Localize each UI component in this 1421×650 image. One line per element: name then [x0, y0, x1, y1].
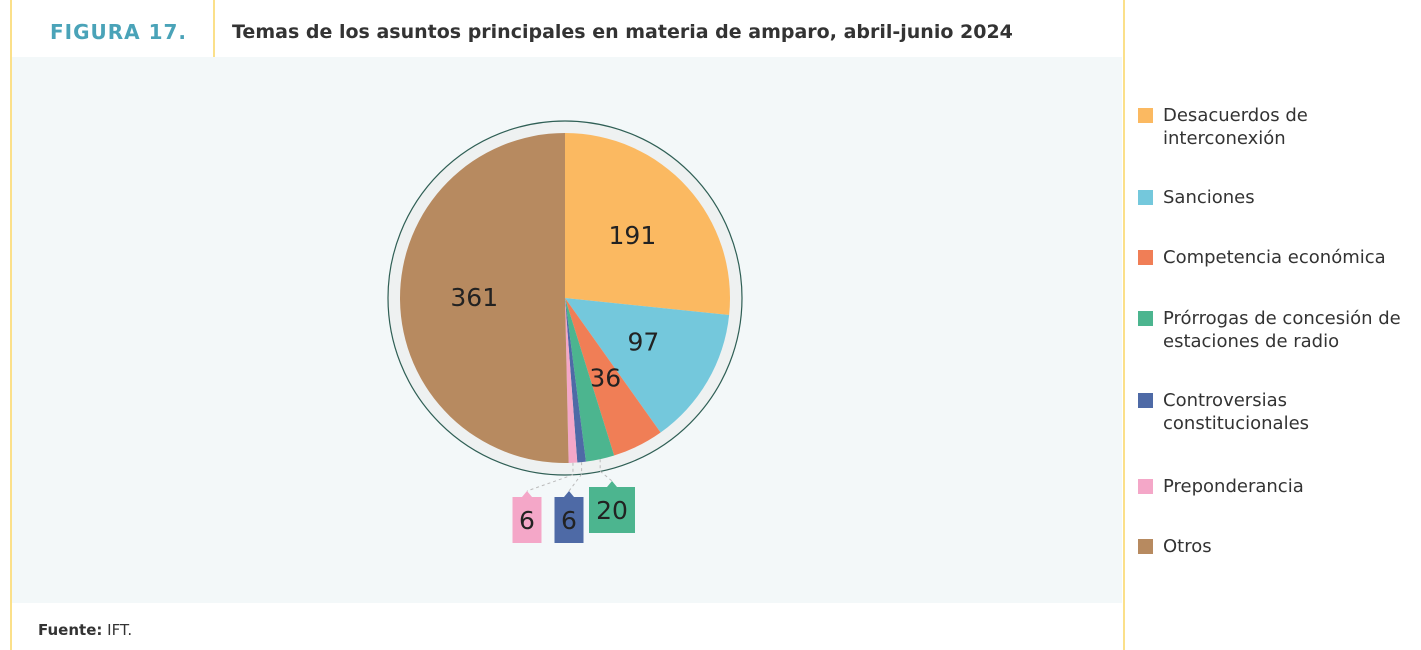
legend-swatch: [1138, 479, 1153, 494]
legend-label: Desacuerdos de interconexión: [1163, 105, 1308, 149]
legend-swatch: [1138, 250, 1153, 265]
legend-swatch: [1138, 311, 1153, 326]
legend-item: Desacuerdos de interconexión: [1138, 104, 1333, 150]
figure-label: FIGURA 17.: [50, 20, 188, 44]
pie-slice: [565, 298, 586, 463]
chart-title: Temas de los asuntos principales en mate…: [232, 21, 1013, 43]
data-label: 6: [519, 506, 535, 535]
frame-line: [1123, 0, 1125, 650]
pie-slice: [565, 298, 730, 433]
callout-tip: [607, 481, 617, 487]
pie-slice: [565, 298, 578, 463]
legend-label: Sanciones: [1163, 187, 1255, 208]
pie-slice: [565, 133, 731, 315]
data-label: 6: [561, 506, 577, 535]
data-label: 36: [589, 363, 621, 392]
pie-slice: [565, 298, 615, 462]
legend-label: Preponderancia: [1163, 476, 1304, 497]
legend-item: Competencia económica: [1138, 246, 1408, 269]
source-label: Fuente:: [38, 621, 103, 639]
legend-item: Sanciones: [1138, 186, 1408, 209]
callout-box: [554, 497, 584, 543]
legend-swatch: [1138, 393, 1153, 408]
callout-line: [599, 459, 613, 482]
legend-label: Otros: [1163, 536, 1212, 557]
data-label: 361: [450, 283, 498, 312]
legend-item: Otros: [1138, 535, 1408, 558]
callout-line: [526, 462, 574, 492]
legend-swatch: [1138, 190, 1153, 205]
legend-item: Prórrogas de concesión de estaciones de …: [1138, 307, 1408, 353]
callout-line: [568, 462, 583, 492]
data-label: 20: [596, 496, 628, 525]
legend-swatch: [1138, 539, 1153, 554]
data-label: 191: [609, 221, 657, 250]
frame-line: [10, 0, 12, 650]
legend-swatch: [1138, 108, 1153, 123]
callout-tip: [522, 491, 532, 497]
legend-label: Competencia económica: [1163, 247, 1386, 268]
legend-item: Preponderancia: [1138, 475, 1408, 498]
pie-slice: [400, 133, 569, 464]
source: Fuente: IFT.: [38, 621, 132, 639]
data-label: 97: [627, 328, 659, 357]
legend-label: Prórrogas de concesión de estaciones de …: [1163, 308, 1401, 352]
source-text: IFT.: [107, 621, 133, 639]
legend-label: Controversias constitucionales: [1163, 390, 1310, 434]
callout-tip: [564, 491, 574, 497]
pie-slice: [565, 298, 661, 456]
legend-item: Controversias constitucionales: [1138, 389, 1333, 435]
callout-box: [512, 497, 542, 543]
callout-box: [589, 487, 635, 533]
header-divider: [213, 0, 215, 57]
